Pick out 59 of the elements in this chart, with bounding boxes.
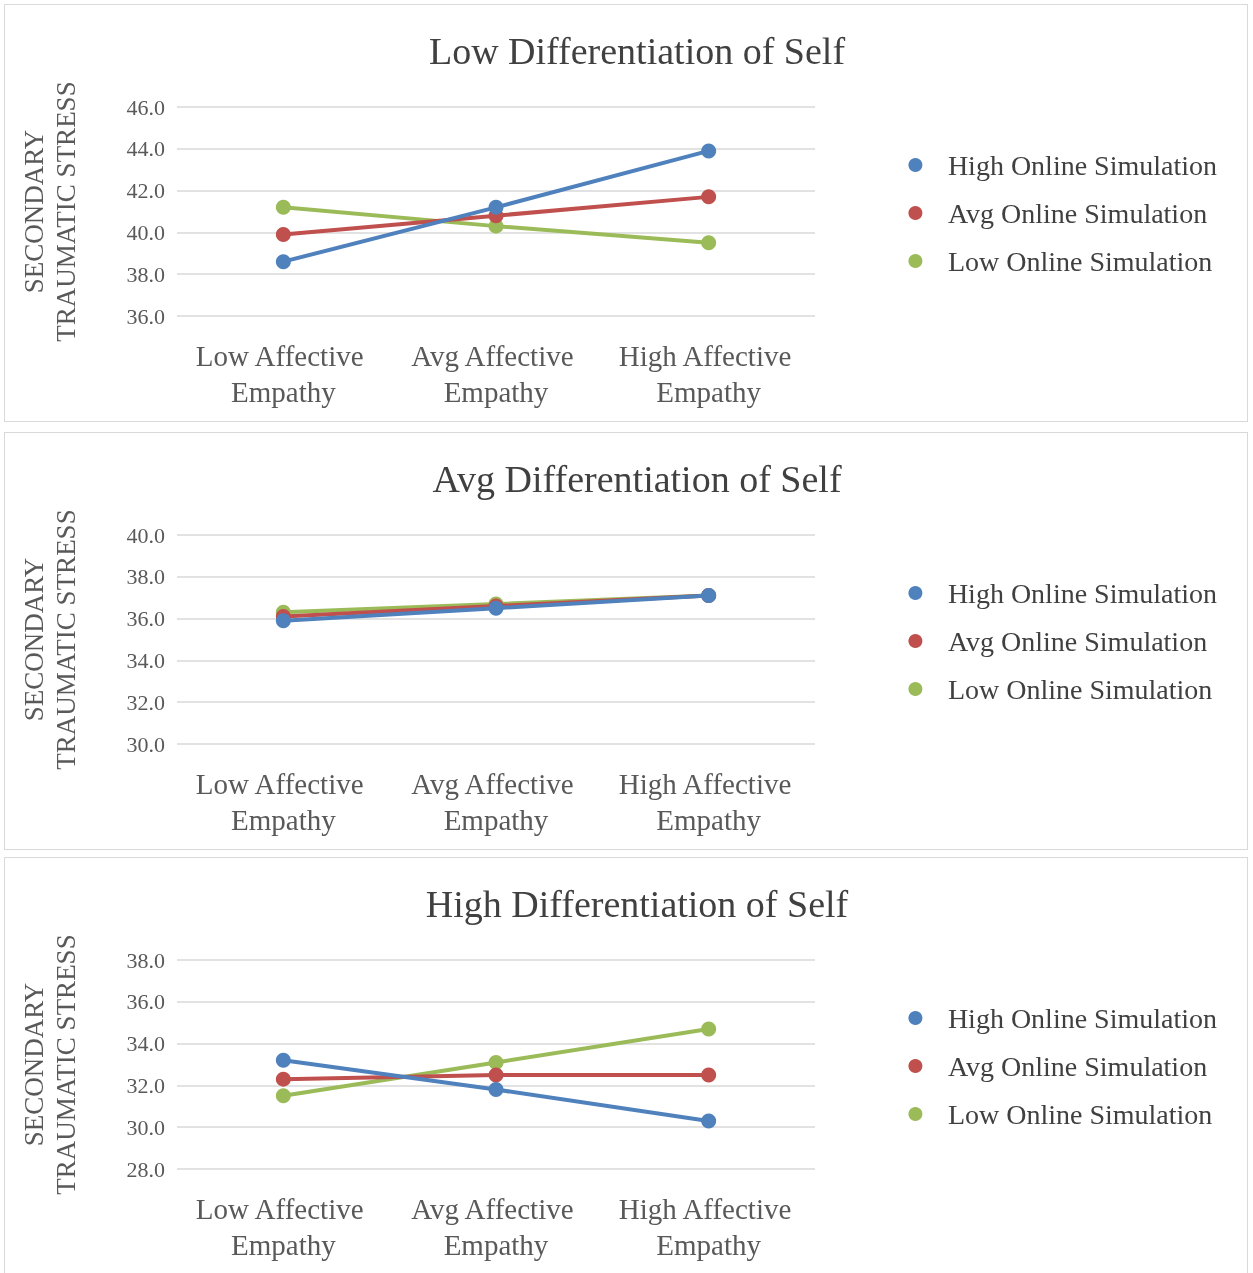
y-axis-title: SECONDARY TRAUMATIC STRESS [19, 509, 81, 770]
y-tick-label: 36.0 [126, 606, 165, 632]
y-tick-label: 38.0 [126, 947, 165, 973]
x-tick-label: Avg Affective Empathy [411, 768, 581, 836]
legend-label: Low Online Simulation [947, 245, 1213, 277]
legend-label: Avg Online Simulation [947, 1050, 1208, 1082]
legend-label: High Online Simulation [947, 149, 1218, 181]
point [701, 1067, 717, 1083]
point [488, 199, 504, 215]
y-tick-label: 34.0 [126, 1031, 165, 1057]
point [275, 226, 291, 242]
legend-label: Low Online Simulation [947, 1098, 1213, 1130]
y-tick-label: 30.0 [126, 731, 165, 757]
point [701, 235, 717, 251]
x-tick-label: Avg Affective Empathy [411, 340, 581, 408]
y-tick-label: 32.0 [126, 689, 165, 715]
x-tick-label: Low Affective Empathy [195, 1193, 371, 1261]
point [275, 254, 291, 270]
y-tick-label: 46.0 [126, 94, 165, 120]
chart-title: Low Differentiation of Self [428, 30, 846, 72]
y-axis-title: SECONDARY TRAUMATIC STRESS [19, 81, 81, 342]
y-tick-label: 38.0 [126, 564, 165, 590]
legend-label: Avg Online Simulation [947, 625, 1208, 657]
point [488, 1054, 504, 1070]
point [275, 613, 291, 629]
point [275, 199, 291, 215]
point [488, 1067, 504, 1083]
y-tick-label: 34.0 [126, 647, 165, 673]
point [275, 1071, 291, 1087]
y-tick-label: 36.0 [126, 989, 165, 1015]
x-tick-label: Low Affective Empathy [195, 768, 371, 836]
legend-label: Low Online Simulation [947, 673, 1213, 705]
y-tick-label: 38.0 [126, 261, 165, 287]
x-tick-label: Low Affective Empathy [195, 340, 371, 408]
point [275, 1088, 291, 1104]
y-axis-title: SECONDARY TRAUMATIC STRESS [19, 934, 81, 1195]
x-tick-label: Avg Affective Empathy [411, 1193, 581, 1261]
point [701, 1021, 717, 1037]
y-tick-label: 30.0 [126, 1114, 165, 1140]
x-tick-label: High Affective Empathy [618, 340, 799, 408]
chart-title: High Differentiation of Self [425, 883, 849, 925]
y-tick-label: 28.0 [126, 1156, 165, 1182]
legend-label: High Online Simulation [947, 1002, 1218, 1034]
point [701, 189, 717, 205]
legend-label: Avg Online Simulation [947, 197, 1208, 229]
point [701, 1113, 717, 1129]
chart-title: Avg Differentiation of Self [432, 458, 842, 500]
y-tick-label: 40.0 [126, 219, 165, 245]
legend-label: High Online Simulation [947, 577, 1218, 609]
x-tick-label: High Affective Empathy [618, 1193, 799, 1261]
y-tick-label: 40.0 [126, 522, 165, 548]
y-tick-label: 42.0 [126, 178, 165, 204]
y-tick-label: 36.0 [126, 303, 165, 329]
point [275, 1052, 291, 1068]
point [701, 143, 717, 159]
x-tick-label: High Affective Empathy [618, 768, 799, 836]
point [488, 1082, 504, 1098]
y-tick-label: 44.0 [126, 136, 165, 162]
y-tick-label: 32.0 [126, 1072, 165, 1098]
